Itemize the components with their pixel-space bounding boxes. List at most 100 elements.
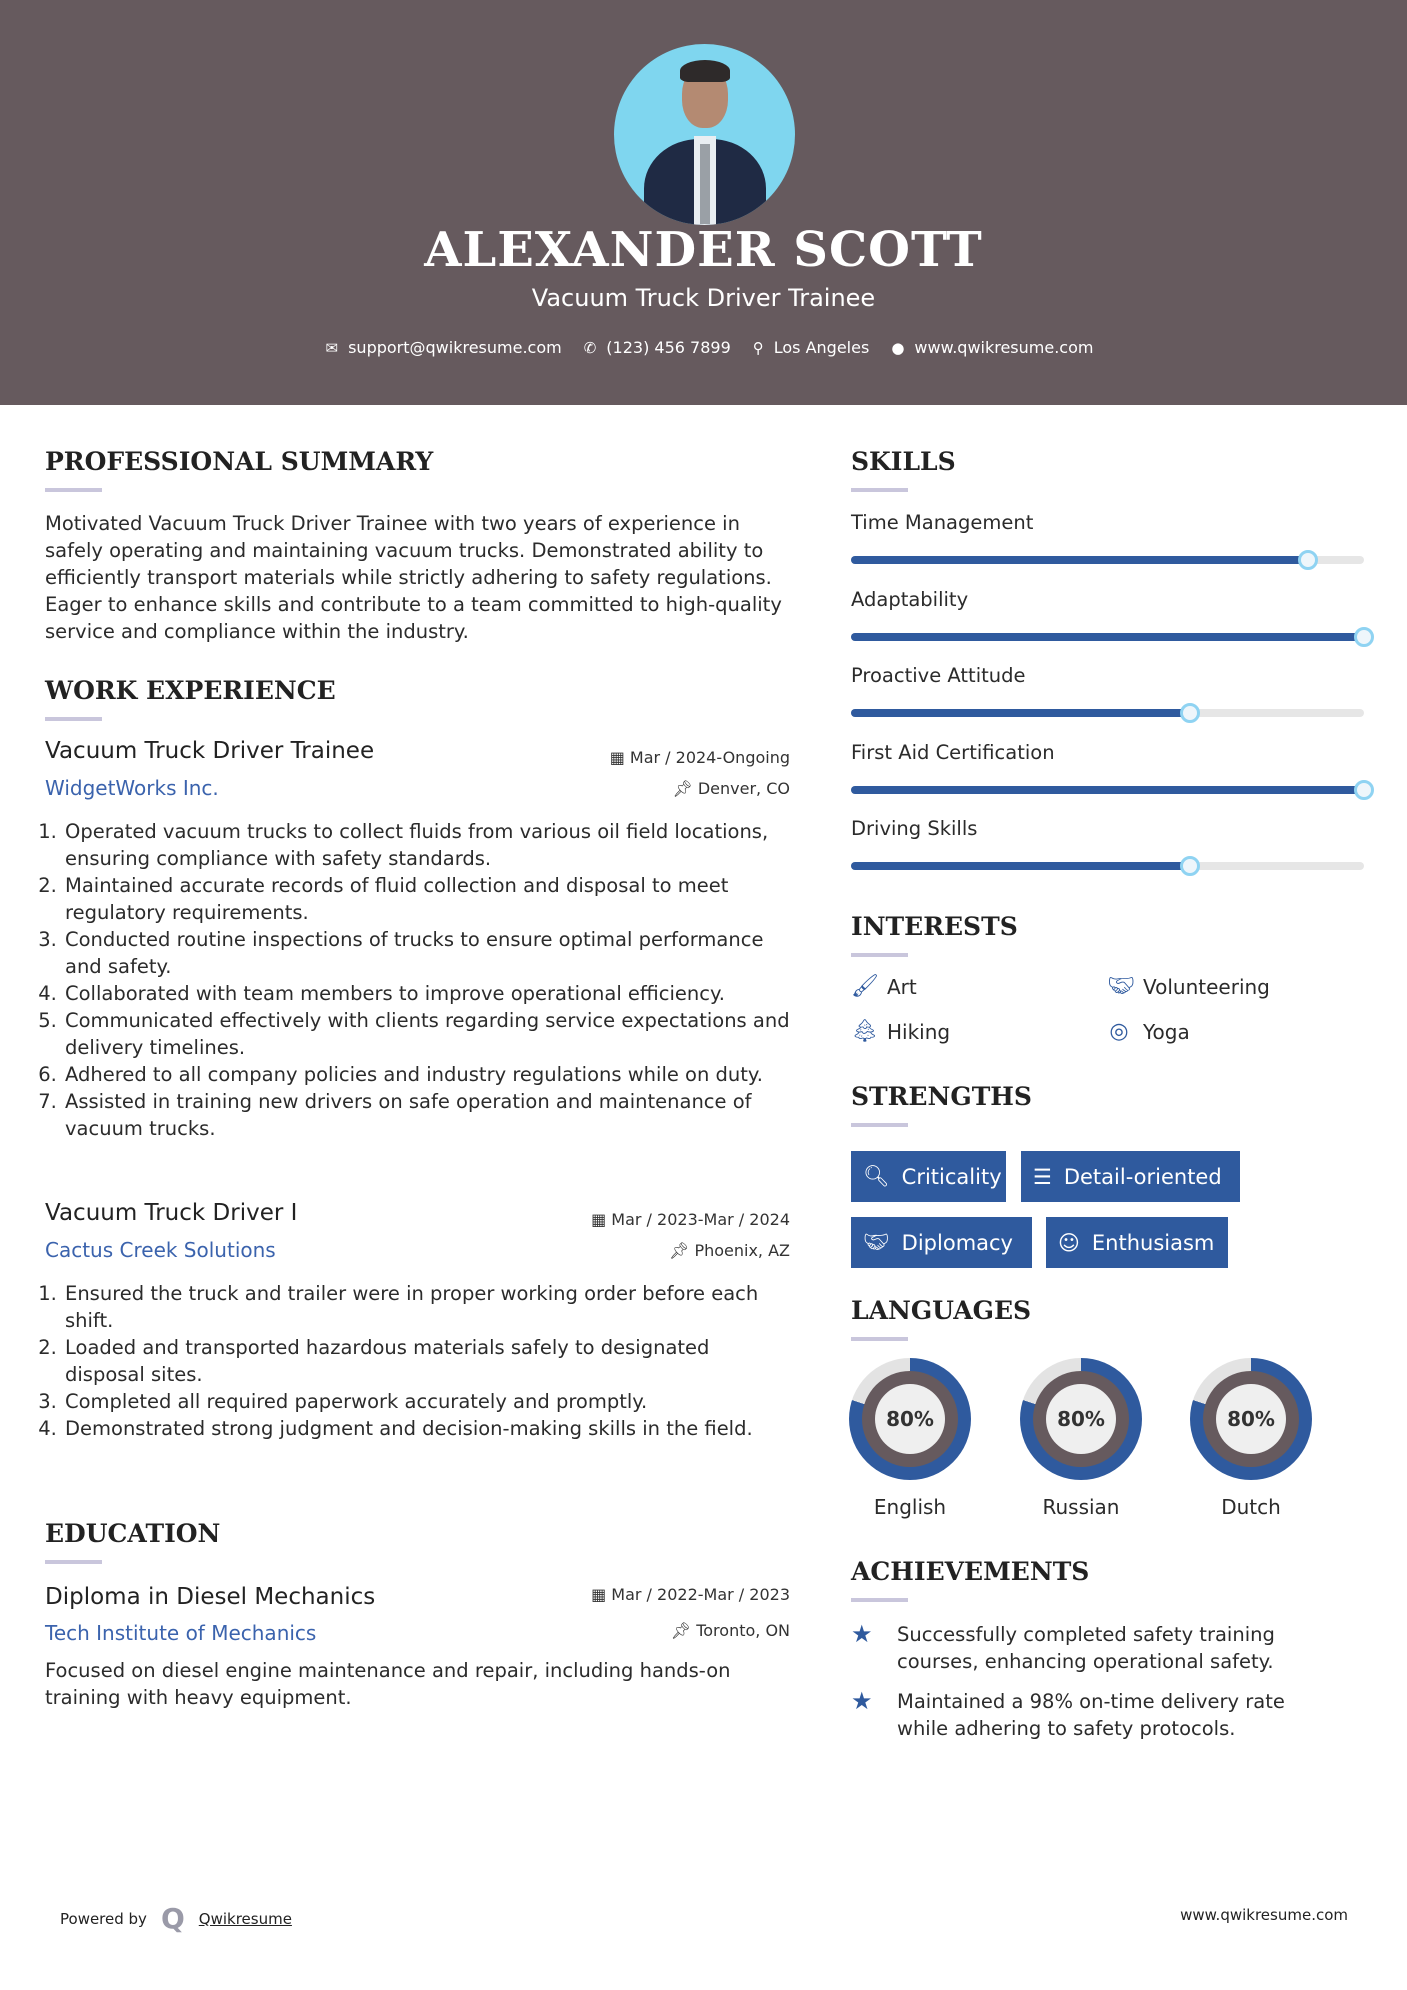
heading-underline	[851, 488, 908, 492]
language-donut: 80%	[849, 1358, 971, 1480]
skill-bar-knob	[1354, 626, 1374, 647]
interest-yoga: ◎ Yoga	[1107, 1019, 1189, 1044]
globe-icon: ●	[891, 338, 905, 357]
footer-website[interactable]: www.qwikresume.com	[1180, 1906, 1348, 1924]
skill-bar	[851, 626, 1374, 647]
phone-icon: ✆	[583, 338, 597, 357]
footer-powered: Powered by Q Qwikresume	[60, 1902, 292, 1935]
list-item: Assisted in training new drivers on safe…	[63, 1088, 795, 1142]
strength-tag: 🔍︎ Criticality	[851, 1151, 1006, 1202]
skill-label: First Aid Certification	[851, 740, 1055, 764]
job-location: 📌︎ Denver, CO	[672, 779, 790, 798]
tree-icon: 🌲︎	[851, 1019, 879, 1044]
calendar-icon: ▦	[591, 1210, 612, 1229]
skill-bar-knob	[1179, 703, 1200, 724]
skill-label: Adaptability	[851, 587, 969, 611]
calendar-icon: ▦	[609, 748, 630, 767]
heading-underline	[45, 1560, 102, 1564]
skill-bar-knob	[1297, 550, 1318, 570]
skill-bar-fill	[851, 632, 1364, 641]
skill-bar	[851, 550, 1364, 570]
interest-hiking: 🌲︎ Hiking	[851, 1019, 951, 1044]
candidate-name: ALEXANDER SCOTT	[424, 222, 983, 278]
handshake-icon: 🤝︎	[1107, 974, 1135, 999]
skill-bar-fill	[851, 785, 1364, 794]
interest-volunteering: 🤝︎ Volunteering	[1107, 974, 1270, 999]
envelope-icon: ✉	[325, 338, 339, 357]
education-date: ▦ Mar / 2022-Mar / 2023	[591, 1585, 790, 1604]
job-location: 📌︎ Phoenix, AZ	[669, 1241, 790, 1260]
job-company[interactable]: WidgetWorks Inc.	[45, 776, 219, 800]
contact-location: Los Angeles	[773, 338, 870, 357]
contact-email[interactable]: support@qwikresume.com	[348, 338, 562, 357]
job-title: Vacuum Truck Driver I	[45, 1200, 298, 1226]
list-item: Demonstrated strong judgment and decisio…	[63, 1415, 795, 1442]
profile-photo	[614, 44, 795, 225]
brand-link[interactable]: Qwikresume	[198, 1909, 292, 1928]
experience-heading: WORK EXPERIENCE	[45, 676, 336, 705]
calendar-icon: ▦	[591, 1585, 612, 1604]
candidate-title: Vacuum Truck Driver Trainee	[531, 284, 876, 312]
heading-underline	[851, 1123, 908, 1127]
summary-text: Motivated Vacuum Truck Driver Trainee wi…	[45, 512, 782, 643]
skill-label: Proactive Attitude	[851, 664, 1026, 688]
job-company[interactable]: Cactus Creek Solutions	[45, 1238, 276, 1262]
list-icon: ☰	[1033, 1164, 1052, 1189]
heading-underline	[851, 1337, 908, 1341]
pin-icon: 📌︎	[669, 1241, 695, 1260]
star-icon: ★	[851, 1687, 873, 1715]
skill-bar-fill	[851, 709, 1190, 718]
language-name: Russian	[1042, 1495, 1120, 1519]
job-title: Vacuum Truck Driver Trainee	[45, 738, 375, 764]
skills-heading: SKILLS	[851, 447, 956, 476]
school-name[interactable]: Tech Institute of Mechanics	[45, 1621, 317, 1645]
list-item: Completed all required paperwork accurat…	[63, 1388, 795, 1415]
achievement-item: ★ Successfully completed safety training …	[851, 1620, 1275, 1674]
skill-label: Time Management	[851, 511, 1034, 534]
contact-website[interactable]: www.qwikresume.com	[914, 338, 1094, 357]
pin-icon: 📌︎	[672, 779, 698, 798]
achievement-item: ★ Maintained a 98% on-time delivery rate …	[851, 1687, 1285, 1741]
resume-header: ALEXANDER SCOTT Vacuum Truck Driver Trai…	[0, 0, 1407, 405]
job-bullets: Operated vacuum trucks to collect fluids…	[45, 818, 795, 1142]
interests-heading: INTERESTS	[851, 912, 1018, 941]
list-item: Operated vacuum trucks to collect fluids…	[63, 818, 795, 872]
strength-tag: ☺ Enthusiasm	[1046, 1217, 1228, 1268]
list-item: Collaborated with team members to improv…	[63, 980, 795, 1007]
contact-phone[interactable]: (123) 456 7899	[606, 338, 731, 357]
list-item: Adhered to all company policies and indu…	[63, 1061, 795, 1088]
list-item: Conducted routine inspections of trucks …	[63, 926, 795, 980]
search-icon: 🔍︎	[863, 1164, 890, 1188]
heading-underline	[851, 953, 908, 957]
skill-bar	[851, 779, 1374, 800]
achievements-heading: ACHIEVEMENTS	[851, 1557, 1090, 1586]
star-icon: ★	[851, 1620, 873, 1648]
skill-bar	[851, 703, 1364, 724]
life-ring-icon: ◎	[1109, 1019, 1129, 1044]
languages-heading: LANGUAGES	[851, 1296, 1032, 1325]
language-percent: 80%	[1216, 1384, 1286, 1454]
pin-icon: 📌︎	[670, 1621, 697, 1640]
strength-tag: 🤝︎ Diplomacy	[851, 1217, 1032, 1268]
education-description: Focused on diesel engine maintenance and…	[45, 1659, 731, 1709]
skill-bar-knob	[1179, 856, 1200, 877]
skill-bar-fill	[851, 862, 1190, 871]
summary-heading: PROFESSIONAL SUMMARY	[45, 447, 434, 476]
heading-underline	[851, 1598, 908, 1602]
handshake-icon: 🤝︎	[863, 1230, 890, 1254]
job-date: ▦ Mar / 2023-Mar / 2024	[591, 1210, 790, 1229]
heading-underline	[45, 717, 102, 721]
job-date: ▦ Mar / 2024-Ongoing	[609, 748, 790, 767]
smile-icon: ☺	[1058, 1230, 1080, 1255]
list-item: Maintained accurate records of fluid col…	[63, 872, 795, 926]
skill-bar-fill	[851, 556, 1308, 564]
degree-title: Diploma in Diesel Mechanics	[45, 1584, 376, 1610]
language-donut: 80%	[1190, 1358, 1312, 1480]
language-percent: 80%	[1046, 1384, 1116, 1454]
strengths-heading: STRENGTHS	[851, 1082, 1032, 1111]
interest-art: 🖌︎ Art	[851, 974, 917, 999]
qwikresume-logo-icon: Q	[160, 1902, 185, 1935]
language-name: Dutch	[1221, 1495, 1281, 1519]
map-marker-icon: ⚲	[752, 338, 764, 357]
list-item: Loaded and transported hazardous materia…	[63, 1334, 795, 1388]
